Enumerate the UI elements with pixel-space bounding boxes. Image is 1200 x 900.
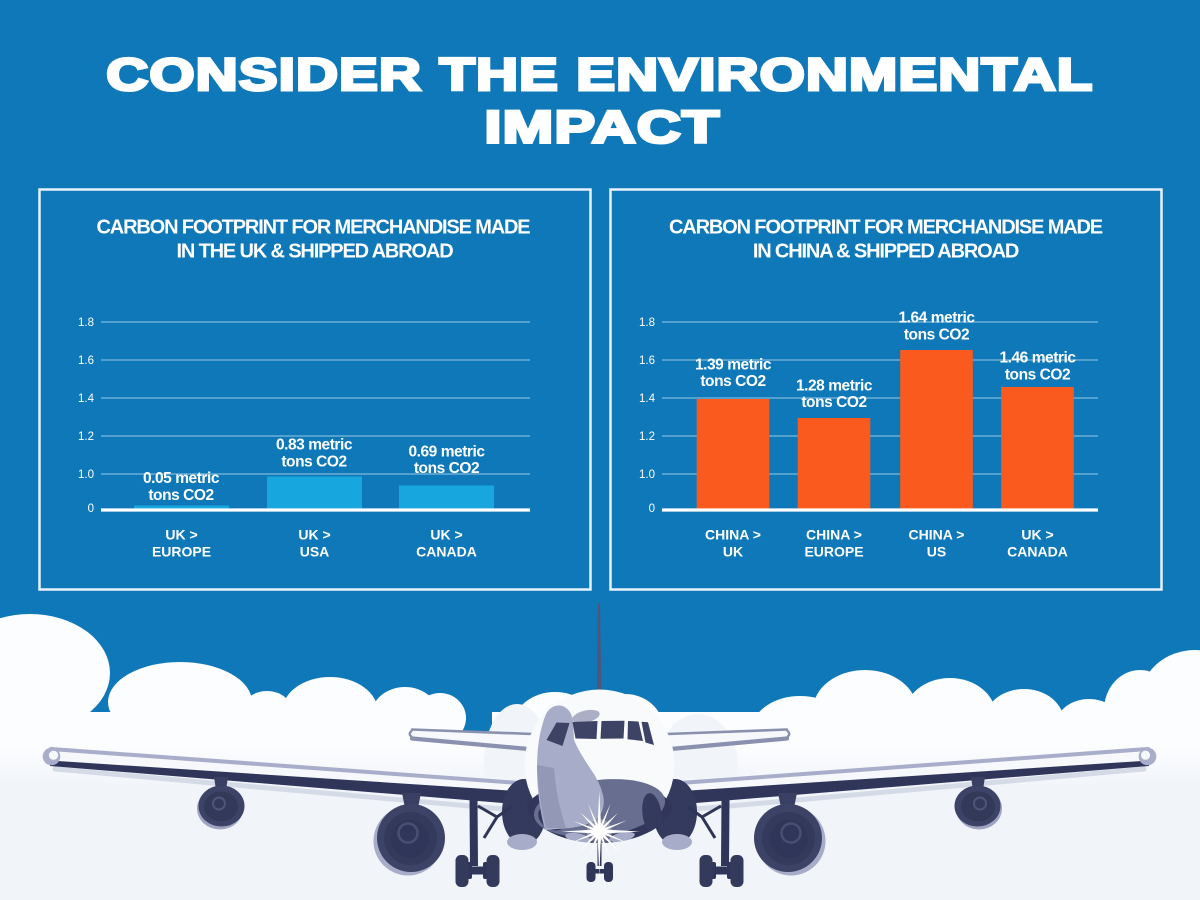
svg-text:UK: UK (723, 544, 743, 560)
svg-text:EUROPE: EUROPE (152, 544, 211, 560)
svg-text:1.6: 1.6 (639, 355, 655, 367)
svg-text:tons CO2: tons CO2 (904, 327, 969, 344)
svg-text:1.4: 1.4 (78, 393, 95, 405)
svg-text:tons CO2: tons CO2 (801, 394, 866, 411)
svg-text:UK >: UK > (1021, 527, 1053, 543)
svg-text:1.0: 1.0 (78, 469, 94, 481)
svg-text:1.6: 1.6 (78, 355, 94, 367)
svg-text:IN THE UK & SHIPPED ABROAD: IN THE UK & SHIPPED ABROAD (176, 241, 453, 263)
svg-text:0.83 metric: 0.83 metric (276, 437, 353, 454)
svg-text:1.2: 1.2 (639, 431, 655, 443)
svg-text:CANADA: CANADA (1007, 544, 1068, 560)
svg-text:tons CO2: tons CO2 (700, 373, 765, 390)
svg-text:IMPACT: IMPACT (484, 103, 720, 153)
svg-text:CARBON FOOTPRINT FOR MERCHANDI: CARBON FOOTPRINT FOR MERCHANDISE MADE (97, 217, 531, 239)
svg-text:EUROPE: EUROPE (804, 544, 863, 560)
svg-text:1.39 metric: 1.39 metric (695, 357, 772, 374)
svg-text:0: 0 (88, 503, 94, 515)
svg-text:1.8: 1.8 (78, 317, 94, 329)
svg-text:0: 0 (649, 503, 655, 515)
svg-text:CARBON FOOTPRINT FOR MERCHANDI: CARBON FOOTPRINT FOR MERCHANDISE MADE (669, 217, 1103, 239)
svg-text:1.8: 1.8 (639, 317, 655, 329)
svg-text:tons CO2: tons CO2 (1005, 367, 1070, 384)
svg-text:UK >: UK > (165, 527, 197, 543)
svg-text:CHINA >: CHINA > (806, 527, 862, 543)
svg-text:1.2: 1.2 (78, 431, 94, 443)
svg-text:CANADA: CANADA (416, 544, 477, 560)
svg-text:CHINA >: CHINA > (705, 527, 761, 543)
svg-text:UK >: UK > (298, 527, 330, 543)
svg-text:UK >: UK > (430, 527, 462, 543)
svg-text:0.05 metric: 0.05 metric (143, 470, 220, 487)
svg-text:1.64 metric: 1.64 metric (898, 310, 975, 327)
svg-text:0.69 metric: 0.69 metric (408, 444, 485, 461)
svg-text:tons CO2: tons CO2 (414, 460, 479, 477)
svg-text:CONSIDER THE ENVIRONMENTAL: CONSIDER THE ENVIRONMENTAL (106, 49, 1093, 99)
svg-text:USA: USA (300, 544, 330, 560)
svg-text:tons CO2: tons CO2 (148, 487, 213, 504)
svg-text:tons CO2: tons CO2 (281, 454, 346, 471)
svg-text:1.28 metric: 1.28 metric (796, 378, 873, 395)
svg-text:IN CHINA & SHIPPED ABROAD: IN CHINA & SHIPPED ABROAD (753, 241, 1019, 263)
svg-text:CHINA >: CHINA > (909, 527, 965, 543)
svg-text:1.0: 1.0 (639, 469, 655, 481)
svg-text:US: US (927, 544, 946, 560)
svg-text:1.4: 1.4 (639, 393, 656, 405)
svg-text:1.46 metric: 1.46 metric (999, 350, 1076, 367)
